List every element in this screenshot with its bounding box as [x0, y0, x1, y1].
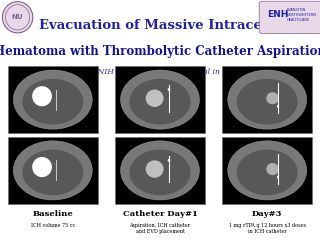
Ellipse shape: [146, 90, 164, 107]
Ellipse shape: [168, 159, 170, 162]
Ellipse shape: [237, 79, 298, 125]
Ellipse shape: [237, 150, 298, 195]
Ellipse shape: [3, 2, 33, 33]
Text: EVANSTON: EVANSTON: [286, 8, 306, 12]
Ellipse shape: [121, 70, 199, 129]
Text: Day#3: Day#3: [252, 210, 282, 218]
Text: ICH volume 75 cc: ICH volume 75 cc: [31, 223, 75, 228]
Ellipse shape: [121, 141, 199, 200]
Bar: [115, 137, 205, 204]
Ellipse shape: [32, 157, 52, 177]
Text: NU: NU: [12, 14, 23, 20]
Text: Baseline: Baseline: [32, 210, 73, 218]
Ellipse shape: [130, 79, 190, 125]
Text: Catheter Day#1: Catheter Day#1: [123, 210, 197, 218]
Ellipse shape: [266, 163, 279, 175]
Ellipse shape: [22, 150, 83, 195]
Text: HEALTHCARE: HEALTHCARE: [286, 18, 309, 22]
Bar: [222, 137, 312, 204]
Ellipse shape: [228, 70, 307, 129]
Text: NORTHWESTERN: NORTHWESTERN: [286, 13, 316, 17]
Text: 1 mg rTPA q 12 hours x3 doses
in ICH catheter: 1 mg rTPA q 12 hours x3 doses in ICH cat…: [229, 223, 306, 234]
Ellipse shape: [146, 160, 164, 178]
Bar: [115, 66, 205, 133]
Bar: [8, 66, 98, 133]
Text: Hematoma with Thrombolytic Catheter Aspiration: Hematoma with Thrombolytic Catheter Aspi…: [0, 45, 320, 58]
Text: Aspiration, ICH catheter
and EVD placement: Aspiration, ICH catheter and EVD placeme…: [130, 223, 190, 234]
Ellipse shape: [277, 176, 279, 179]
Ellipse shape: [13, 70, 92, 129]
FancyBboxPatch shape: [259, 1, 320, 34]
Text: Evacuation of Massive Intracerebral: Evacuation of Massive Intracerebral: [39, 19, 307, 32]
Ellipse shape: [130, 150, 190, 195]
Ellipse shape: [277, 105, 279, 108]
Ellipse shape: [32, 86, 52, 106]
Ellipse shape: [266, 92, 279, 104]
Text: ENH: ENH: [267, 10, 289, 19]
Text: (Phase II NIH Sponsored MISTIE Trial in progress): (Phase II NIH Sponsored MISTIE Trial in …: [61, 68, 259, 76]
Bar: [222, 66, 312, 133]
Ellipse shape: [228, 141, 307, 200]
Ellipse shape: [168, 88, 170, 91]
Ellipse shape: [13, 141, 92, 200]
Ellipse shape: [22, 79, 83, 125]
Bar: [8, 137, 98, 204]
